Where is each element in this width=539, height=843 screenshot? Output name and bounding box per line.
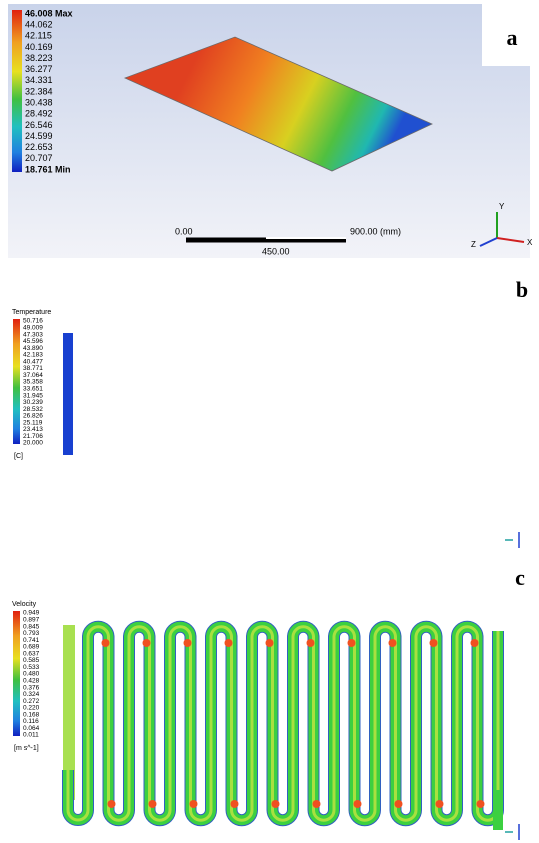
legend-label: 44.062 — [25, 20, 53, 30]
legend-unit: [m s^-1] — [14, 745, 39, 752]
legend-label: 36.277 — [25, 64, 53, 74]
serpentine-channel — [68, 627, 498, 830]
panel-label: b — [516, 277, 528, 302]
bend-high-velocity — [184, 639, 192, 647]
legend-unit: [C] — [14, 453, 23, 460]
legend-title: Temperature — [12, 309, 51, 316]
figure: a 0.00 900.00 (mm) 450.00 Y X Z b Temper… — [0, 0, 539, 843]
bend-high-velocity — [190, 800, 198, 808]
bend-high-velocity — [430, 639, 438, 647]
legend-label: 46.008 Max — [25, 8, 73, 18]
bend-high-velocity — [266, 639, 274, 647]
bend-high-velocity — [436, 800, 444, 808]
legend-label: 18.761 Min — [25, 164, 71, 174]
bend-high-velocity — [149, 800, 157, 808]
inlet — [63, 333, 73, 455]
legend-label: 24.599 — [25, 131, 53, 141]
colorbar — [13, 611, 20, 736]
bend-high-velocity — [389, 639, 397, 647]
bend-high-velocity — [477, 800, 485, 808]
colorbar — [13, 319, 20, 444]
legend-label: 0.011 — [23, 732, 39, 739]
bend-high-velocity — [102, 639, 110, 647]
legend-label: 22.653 — [25, 142, 53, 152]
legend-label: 20.707 — [25, 153, 53, 163]
legend-label: 20.000 — [23, 440, 43, 447]
axis-label: Z — [471, 240, 476, 249]
legend-label: 28.492 — [25, 109, 53, 119]
bend-high-velocity — [108, 800, 116, 808]
axis-label: X — [527, 238, 533, 247]
scale-label: 0.00 — [175, 226, 193, 236]
bend-high-velocity — [313, 800, 321, 808]
legend-label: 30.438 — [25, 98, 53, 108]
channel-velocity — [68, 627, 498, 820]
bend-high-velocity — [471, 639, 479, 647]
legend-label: 42.115 — [25, 31, 52, 41]
bend-high-velocity — [225, 639, 233, 647]
axis-label: Y — [499, 202, 505, 211]
bend-high-velocity — [231, 800, 239, 808]
legend-label: 34.331 — [25, 75, 53, 85]
bend-high-velocity — [348, 639, 356, 647]
legend-label: 32.384 — [25, 86, 53, 96]
bend-high-velocity — [354, 800, 362, 808]
legend-label: 38.223 — [25, 53, 53, 63]
bend-high-velocity — [307, 639, 315, 647]
scale-label: 450.00 — [262, 246, 290, 256]
legend-title: Velocity — [12, 601, 37, 608]
panel-label: a — [507, 25, 518, 50]
legend-label: 40.169 — [25, 42, 53, 52]
colorbar — [12, 10, 22, 172]
panel-label: c — [515, 565, 525, 590]
bend-high-velocity — [143, 639, 151, 647]
bend-high-velocity — [272, 800, 280, 808]
scale-label: 900.00 (mm) — [350, 226, 401, 236]
legend-label: 26.546 — [25, 120, 53, 130]
bend-high-velocity — [395, 800, 403, 808]
